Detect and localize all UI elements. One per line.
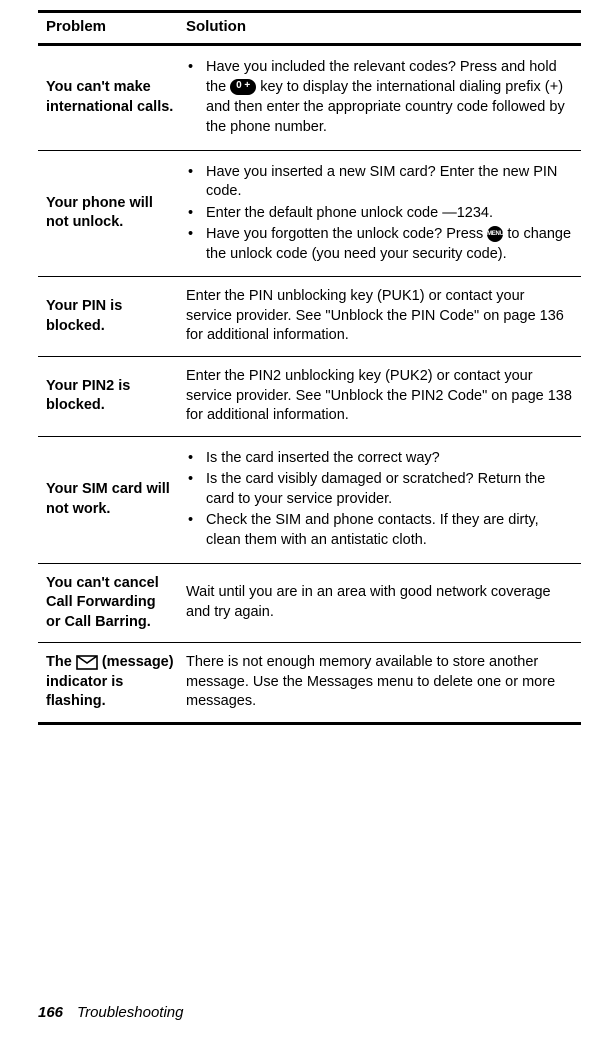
page: Problem Solution You can't make internat…: [0, 0, 601, 1055]
solution-cell: There is not enough memory available to …: [178, 643, 581, 724]
solution-list: Have you inserted a new SIM card? Enter …: [186, 163, 573, 265]
page-footer: 166 Troubleshooting: [38, 1004, 184, 1021]
table-header-row: Problem Solution: [38, 12, 581, 45]
solution-list: Have you included the relevant codes? Pr…: [186, 58, 573, 137]
solution-list-item: Is the card inserted the correct way?: [200, 449, 573, 469]
table-row: You can't cancel Call Forwarding or Call…: [38, 563, 581, 643]
problem-cell: Your SIM card will not work.: [38, 436, 178, 563]
problem-cell: Your PIN2 is blocked.: [38, 357, 178, 437]
solution-cell: Wait until you are in an area with good …: [178, 563, 581, 643]
solution-list-item: Check the SIM and phone contacts. If the…: [200, 511, 573, 550]
problem-cell: You can't cancel Call Forwarding or Call…: [38, 563, 178, 643]
solution-cell: Enter the PIN2 unblocking key (PUK2) or …: [178, 357, 581, 437]
solution-list-item: Enter the default phone unlock code —123…: [200, 204, 573, 224]
menu-key-icon: MENU: [487, 226, 503, 242]
header-solution: Solution: [178, 12, 581, 45]
table-row: You can't make international calls. Have …: [38, 45, 581, 150]
section-title: Troubleshooting: [77, 1004, 183, 1021]
solution-cell: Enter the PIN unblocking key (PUK1) or c…: [178, 277, 581, 357]
table-row: Your phone will not unlock. Have you inse…: [38, 150, 581, 277]
table-row: Your SIM card will not work.Is the card …: [38, 436, 581, 563]
problem-cell: You can't make international calls.: [38, 45, 178, 150]
page-number: 166: [38, 1004, 63, 1021]
solution-list-item: Is the card visibly damaged or scratched…: [200, 470, 573, 509]
zero-plus-key-icon: 0 +: [230, 79, 256, 95]
solution-list-item: Have you included the relevant codes? Pr…: [200, 58, 573, 137]
solution-cell: Have you inserted a new SIM card? Enter …: [178, 150, 581, 277]
envelope-icon: [76, 655, 98, 670]
table-row: Your PIN is blocked.Enter the PIN unbloc…: [38, 277, 581, 357]
problem-cell: The (message) indicator is flashing.: [38, 643, 178, 724]
problem-cell: Your phone will not unlock.: [38, 150, 178, 277]
troubleshooting-table: Problem Solution You can't make internat…: [38, 10, 581, 725]
table-row: The (message) indicator is flashing.Ther…: [38, 643, 581, 724]
solution-cell: Is the card inserted the correct way?Is …: [178, 436, 581, 563]
solution-list: Is the card inserted the correct way?Is …: [186, 449, 573, 551]
table-row: Your PIN2 is blocked.Enter the PIN2 unbl…: [38, 357, 581, 437]
header-problem: Problem: [38, 12, 178, 45]
problem-cell: Your PIN is blocked.: [38, 277, 178, 357]
solution-cell: Have you included the relevant codes? Pr…: [178, 45, 581, 150]
solution-list-item: Have you inserted a new SIM card? Enter …: [200, 163, 573, 202]
solution-list-item: Have you forgotten the unlock code? Pres…: [200, 225, 573, 264]
table-body: You can't make international calls. Have …: [38, 45, 581, 724]
